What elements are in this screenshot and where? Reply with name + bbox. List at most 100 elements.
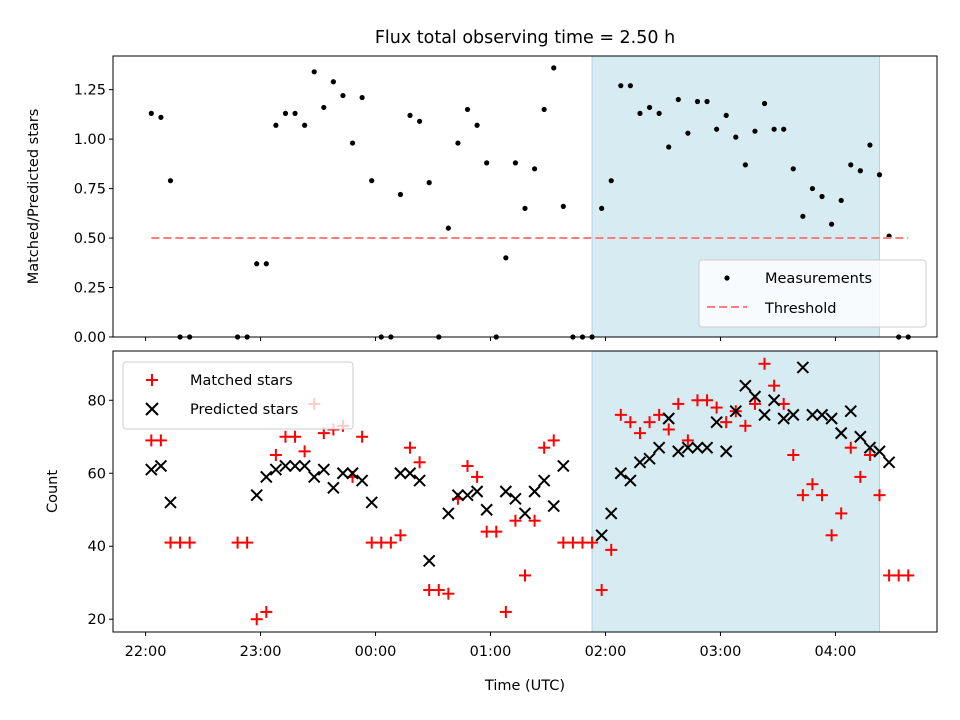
matched-point (241, 536, 254, 549)
predicted-point (633, 456, 647, 469)
matched-point (461, 459, 474, 472)
matched-point (662, 423, 675, 436)
predicted-point (882, 456, 896, 469)
predicted-point (729, 405, 742, 418)
matched-point (796, 489, 809, 502)
matched-point (183, 536, 196, 549)
measurement-point (742, 162, 748, 168)
predicted-point (710, 415, 723, 429)
matched-point (413, 456, 426, 469)
matched-point (269, 449, 282, 462)
predicted-point (509, 492, 522, 506)
measurement-point (292, 110, 298, 116)
predicted-point (164, 496, 177, 509)
measurement-point (158, 114, 164, 120)
matched-point (432, 584, 445, 597)
matched-point (777, 397, 790, 410)
measurement-point (311, 69, 317, 75)
legend-measurements-marker (724, 275, 730, 281)
measurement-point (694, 98, 701, 105)
measurement-point (838, 197, 844, 204)
measurement-point (800, 213, 806, 219)
measurement-point (445, 225, 451, 231)
predicted-point (537, 474, 551, 487)
plot-frame (112, 55, 938, 338)
measurement-point (541, 106, 547, 113)
predicted-point (422, 554, 436, 568)
predicted-point (720, 445, 733, 458)
matched-point (595, 584, 608, 597)
legend: Matched stars Predicted stars (122, 361, 354, 430)
x-axis-label: Time (UTC) (484, 678, 565, 694)
measurement-point (254, 261, 260, 267)
x-tick-label: 00:00 (355, 644, 397, 660)
predicted-point (528, 485, 541, 498)
predicted-point (691, 441, 704, 454)
legend-predicted-marker (145, 402, 159, 416)
y-tick-label: 40 (88, 539, 106, 555)
x-tick-label: 23:00 (240, 644, 282, 660)
measurement-point (761, 100, 768, 107)
measurement-point (560, 203, 566, 209)
legend-predicted-label: Predicted stars (190, 402, 298, 418)
y-tick-label: 0.25 (74, 281, 106, 297)
legend-box (122, 361, 354, 430)
x-tick-label: 04:00 (815, 644, 857, 660)
measurement-point (848, 162, 854, 168)
matched-point (681, 434, 694, 447)
matched-point (902, 569, 915, 582)
y-tick-label: 60 (88, 466, 106, 482)
predicted-point (317, 463, 330, 476)
measurement-point (809, 185, 816, 192)
predicted-point (777, 412, 790, 425)
matched-point (672, 397, 685, 410)
matched-point (787, 449, 800, 462)
measurement-point (282, 110, 289, 116)
measurement-point (704, 98, 710, 105)
axis-layer: 0.00 0.25 0.50 0.75 1.00 1.25 (74, 83, 836, 346)
measurement-point (829, 221, 835, 227)
measurement-point (752, 128, 758, 134)
matched-point (154, 434, 167, 447)
matched-point (643, 416, 656, 429)
measurement-point (340, 92, 346, 99)
predicted-point (413, 474, 426, 487)
measurement-point (599, 205, 605, 211)
matched-point (653, 408, 666, 421)
legend-box (698, 259, 927, 328)
legend-threshold-label: Threshold (764, 301, 836, 317)
matched-point (806, 478, 819, 491)
matched-point (854, 470, 867, 483)
y-axis-label: Matched/Predicted stars (26, 109, 42, 285)
predicted-point (787, 408, 800, 422)
measurement-point (857, 168, 863, 174)
measurement-point (646, 104, 653, 111)
matched-point (624, 416, 637, 429)
matched-point (748, 397, 761, 410)
y-tick-label: 20 (88, 612, 106, 628)
matched-point (614, 408, 627, 421)
matched-point (605, 543, 618, 556)
measurement-point (263, 261, 269, 267)
predicted-point (403, 467, 417, 480)
predicted-point (250, 488, 263, 502)
predicted-point (834, 426, 848, 440)
predicted-point (298, 459, 311, 473)
predicted-point (672, 445, 685, 458)
measurement-point (484, 160, 490, 166)
predicted-point (605, 507, 618, 520)
matched-point (758, 357, 771, 370)
measurement-point (512, 160, 519, 166)
measurement-point (819, 193, 825, 200)
measurement-point (148, 110, 154, 116)
measurement-point (733, 134, 739, 140)
matched-point (404, 441, 417, 454)
measurement-point (723, 112, 729, 118)
measurement-point (369, 178, 375, 184)
matched-point (873, 489, 886, 502)
plot-frame (112, 350, 938, 633)
predicted-point (595, 529, 608, 542)
measurement-point (637, 110, 643, 116)
measurement-point (359, 94, 365, 101)
predicted-point (825, 412, 838, 425)
